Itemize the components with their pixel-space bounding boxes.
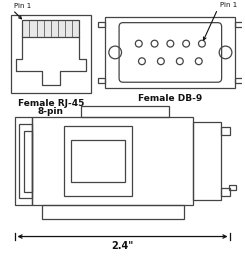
Text: Pin 1: Pin 1 bbox=[14, 3, 31, 9]
Bar bbox=[42, 205, 184, 219]
Bar bbox=[193, 122, 221, 200]
Text: Female RJ-45: Female RJ-45 bbox=[18, 99, 84, 108]
Bar bbox=[32, 117, 193, 205]
Bar bbox=[19, 124, 32, 198]
Bar bbox=[15, 117, 32, 205]
Bar bbox=[221, 127, 230, 135]
Bar bbox=[11, 15, 91, 93]
Bar bbox=[98, 22, 105, 26]
Bar bbox=[64, 126, 132, 197]
Bar bbox=[81, 106, 169, 117]
Bar bbox=[98, 78, 105, 83]
Bar bbox=[229, 185, 236, 190]
Bar bbox=[235, 22, 243, 26]
Text: 8-pin: 8-pin bbox=[38, 107, 64, 116]
Bar bbox=[24, 131, 32, 192]
Bar bbox=[221, 188, 230, 195]
Bar bbox=[235, 78, 243, 83]
Text: Pin 1: Pin 1 bbox=[220, 2, 237, 8]
Text: 2.4": 2.4" bbox=[111, 242, 134, 251]
Bar bbox=[22, 20, 79, 37]
Text: Female DB-9: Female DB-9 bbox=[138, 94, 202, 103]
Bar bbox=[105, 17, 235, 88]
Bar bbox=[71, 140, 125, 182]
